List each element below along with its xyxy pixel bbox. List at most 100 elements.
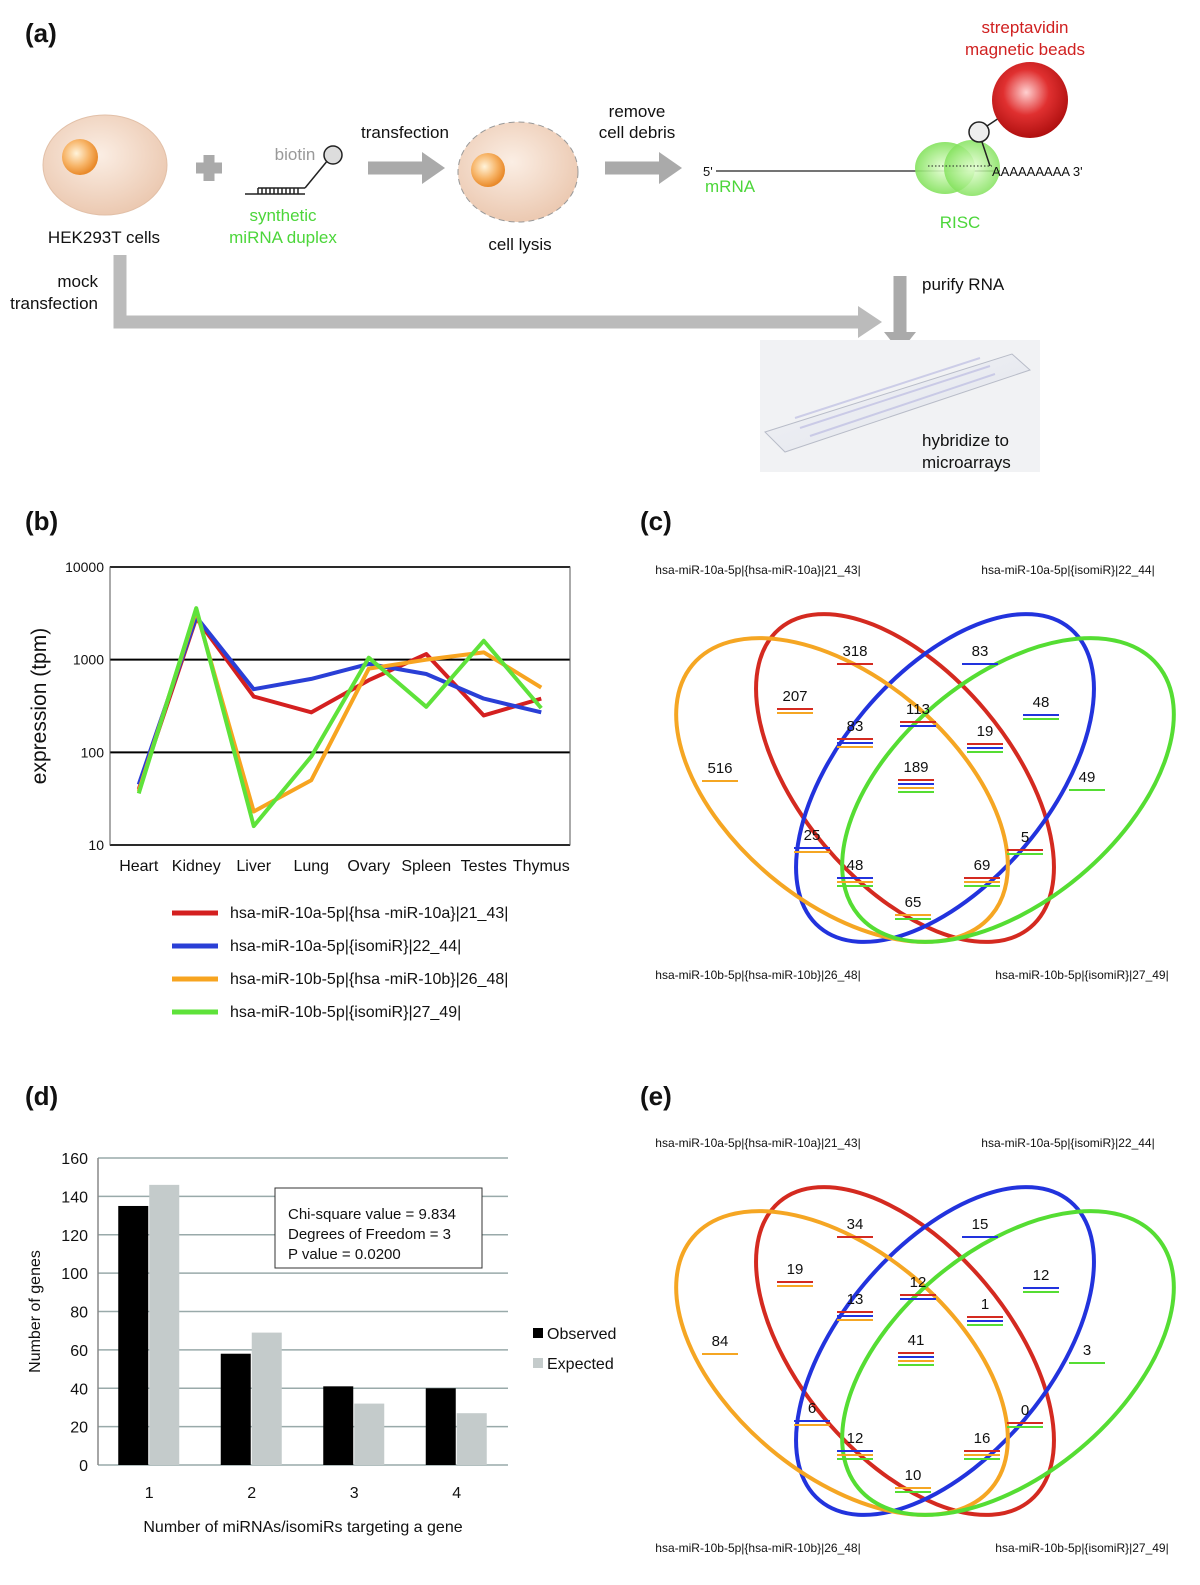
- mirna-duplex: [245, 159, 329, 195]
- region-count: 516: [707, 760, 732, 777]
- y-tick-label: 20: [70, 1420, 88, 1437]
- set-label: hsa-miR-10a-5p|{hsa-miR-10a}|21_43|: [655, 1136, 860, 1150]
- x-tick-label: Thymus: [513, 858, 570, 875]
- set-outline: [754, 1185, 1056, 1517]
- y-tick-label: 120: [61, 1228, 88, 1245]
- legend-label: hsa-miR-10a-5p|{isomiR}|22_44|: [230, 938, 461, 955]
- label: transfection: [361, 123, 449, 142]
- region-count: 189: [903, 759, 928, 776]
- label: AAAAAAAAA 3': [992, 164, 1083, 179]
- panel-label: (e): [640, 1081, 672, 1111]
- region-count: 5: [1021, 829, 1029, 846]
- x-axis-label: Number of miRNAs/isomiRs targeting a gen…: [143, 1519, 462, 1536]
- set-label: hsa-miR-10b-5p|{isomiR}|27_49|: [995, 1541, 1168, 1555]
- region-count: 16: [974, 1430, 991, 1447]
- region-count: 12: [847, 1430, 864, 1447]
- x-tick-label: Testes: [461, 858, 507, 875]
- x-tick-label: 2: [247, 1485, 256, 1502]
- y-tick-label: 1000: [73, 652, 104, 668]
- label: microarrays: [922, 453, 1011, 472]
- arrow-head: [659, 152, 682, 184]
- bar: [323, 1386, 354, 1465]
- bar: [425, 1388, 456, 1465]
- region-count: 83: [972, 643, 989, 660]
- region-count: 3: [1083, 1342, 1091, 1359]
- y-tick-label: 80: [70, 1305, 88, 1322]
- region-count: 48: [847, 857, 864, 874]
- x-tick-label: 3: [350, 1485, 359, 1502]
- label: magnetic beads: [965, 40, 1085, 59]
- set-outline: [840, 1209, 1176, 1517]
- region-count: 113: [906, 701, 930, 718]
- legend-label: Expected: [547, 1356, 614, 1373]
- y-tick-label: 40: [70, 1381, 88, 1398]
- panel-label: (d): [25, 1081, 58, 1111]
- panel-label: (c): [640, 506, 672, 536]
- region-count: 13: [847, 1291, 864, 1308]
- arrow-head: [858, 306, 882, 338]
- nucleus: [471, 153, 505, 187]
- x-tick-label: Liver: [236, 858, 271, 875]
- region-count: 19: [787, 1261, 804, 1278]
- bar: [251, 1332, 282, 1465]
- plot-frame: [109, 566, 571, 846]
- set-label: hsa-miR-10a-5p|{hsa-miR-10a}|21_43|: [655, 563, 860, 577]
- legend-label: hsa-miR-10b-5p|{hsa -miR-10b}|26_48|: [230, 971, 508, 988]
- x-tick-label: Spleen: [401, 858, 451, 875]
- region-count: 10: [905, 1467, 922, 1484]
- plus: [196, 155, 222, 181]
- region-count: 318: [842, 643, 867, 660]
- set-label: hsa-miR-10a-5p|{isomiR}|22_44|: [981, 563, 1154, 577]
- set-outline: [794, 612, 1096, 944]
- biotin: [968, 121, 990, 143]
- set-label: hsa-miR-10a-5p|{isomiR}|22_44|: [981, 1136, 1154, 1150]
- x-tick-label: 4: [452, 1485, 461, 1502]
- set-outline: [674, 636, 1010, 944]
- mock-arrow: [113, 255, 860, 329]
- label: cell debris: [599, 123, 676, 142]
- x-tick-label: Heart: [119, 858, 159, 875]
- x-tick-label: 1: [145, 1485, 154, 1502]
- label: synthetic: [249, 206, 317, 225]
- region-count: 12: [910, 1274, 927, 1291]
- lysed-cell: [457, 121, 579, 223]
- bar: [354, 1403, 385, 1465]
- region-count: 1: [981, 1296, 989, 1313]
- label: HEK293T cells: [48, 228, 160, 247]
- bar: [220, 1353, 251, 1465]
- biotin: [323, 145, 343, 165]
- set-outline: [754, 612, 1056, 944]
- annotation-box: [274, 1187, 483, 1269]
- set-outline: [794, 1185, 1096, 1517]
- label: mock: [57, 272, 98, 291]
- set-label: hsa-miR-10b-5p|{hsa-miR-10b}|26_48|: [655, 968, 860, 982]
- region-count: 207: [782, 688, 807, 705]
- region-count: 83: [847, 718, 864, 735]
- label: purify RNA: [922, 275, 1005, 294]
- region-count: 25: [804, 827, 821, 844]
- label: transfection: [10, 294, 98, 313]
- region-count: 12: [1033, 1267, 1050, 1284]
- y-axis-label: Number of genes: [27, 1250, 44, 1373]
- y-axis-label: expression (tpm): [28, 628, 51, 784]
- region-count: 19: [977, 723, 994, 740]
- y-tick-label: 60: [70, 1343, 88, 1360]
- annotation: P value = 0.0200: [288, 1246, 401, 1263]
- series-line: [136, 614, 542, 786]
- legend-swatch: [533, 1358, 543, 1368]
- label: biotin: [275, 145, 316, 164]
- linker: [981, 141, 991, 167]
- region-count: 84: [712, 1333, 729, 1350]
- set-label: hsa-miR-10b-5p|{hsa-miR-10b}|26_48|: [655, 1541, 860, 1555]
- region-count: 0: [1021, 1402, 1029, 1419]
- y-tick-label: 10000: [65, 559, 104, 575]
- legend-label: Observed: [547, 1326, 616, 1343]
- x-tick-label: Lung: [293, 858, 329, 875]
- label: RISC: [940, 213, 981, 232]
- legend-swatch: [533, 1328, 543, 1338]
- label: hybridize to: [922, 431, 1009, 450]
- region-count: 49: [1079, 769, 1096, 786]
- panel-label: (a): [25, 18, 57, 48]
- region-count: 48: [1033, 694, 1050, 711]
